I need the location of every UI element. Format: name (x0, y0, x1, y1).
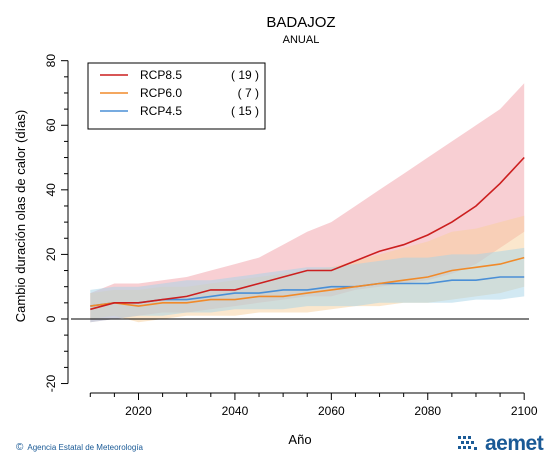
x-tick-label: 2080 (414, 404, 441, 418)
band-rcp45 (90, 247, 525, 323)
y-tick-label: 40 (44, 183, 58, 197)
y-tick-label: 60 (44, 118, 58, 132)
legend-box (87, 62, 266, 130)
x-axis-label: Año (288, 432, 311, 447)
series-lines (90, 156, 525, 311)
y-tick-label: 0 (44, 315, 58, 322)
legend-count-rcp85: ( 19 ) (231, 68, 259, 82)
uncertainty-bands (90, 83, 525, 323)
x-tick-label: 2040 (222, 404, 249, 418)
legend-label-rcp85: RCP8.5 (140, 68, 182, 82)
x-tick-label: 2060 (318, 404, 345, 418)
legend: RCP8.5 ( 19 ) RCP6.0 ( 7 ) RCP4.5 ( 15 ) (87, 62, 266, 130)
aemet-logo-icon (458, 436, 477, 450)
aemet-logo-text: aemet (485, 432, 544, 455)
aemet-logo: aemet (456, 432, 544, 456)
legend-count-rcp45: ( 15 ) (231, 104, 259, 118)
legend-count-rcp60: ( 7 ) (238, 86, 259, 100)
y-tick-label: -20 (44, 375, 58, 393)
y-tick-label: 80 (44, 54, 58, 68)
copyright-icon: © (16, 442, 24, 453)
chart-subtitle: ANUAL (283, 34, 320, 46)
chart-title: BADAJOZ (266, 14, 335, 31)
y-axis-label: Cambio duración olas de calor (días) (13, 110, 28, 322)
x-tick-label: 2100 (511, 404, 538, 418)
legend-label-rcp45: RCP4.5 (140, 104, 182, 118)
credit: © Agencia Estatal de Meteorología (16, 442, 143, 453)
credit-text: Agencia Estatal de Meteorología (27, 443, 144, 452)
series-line-rcp85 (90, 156, 525, 311)
series-line-rcp60 (90, 256, 525, 307)
x-tick-label: 2020 (125, 404, 152, 418)
y-tick-label: 20 (44, 247, 58, 261)
legend-label-rcp60: RCP6.0 (140, 86, 182, 100)
